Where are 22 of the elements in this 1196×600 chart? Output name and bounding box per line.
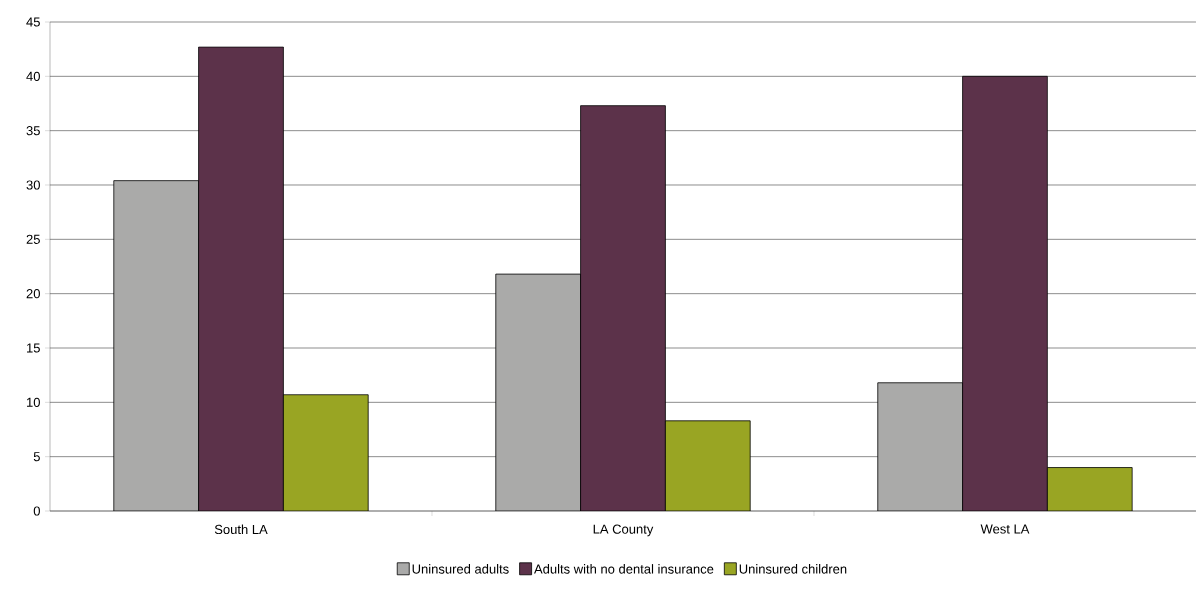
y-tick-label: 40	[26, 71, 40, 81]
y-tick-label: 15	[27, 343, 40, 353]
y-tick-label: 0	[33, 506, 40, 516]
bar	[877, 382, 963, 511]
x-tick-label: South LA	[214, 524, 268, 535]
y-tick-label: 10	[27, 397, 40, 407]
y-tick-label: 35	[26, 126, 40, 136]
legend-label: Uninsured children	[739, 564, 847, 574]
bar	[1046, 467, 1133, 511]
legend-label: Adults with no dental insurance	[534, 564, 714, 574]
x-tick-label: LA County	[593, 524, 654, 537]
y-tick-label: 20	[26, 289, 40, 299]
y-tick-label: 45	[26, 17, 40, 27]
y-tick-label: 25	[26, 234, 40, 244]
x-tick-label: West LA	[980, 524, 1030, 534]
bar	[283, 394, 369, 511]
y-tick-label: 5	[33, 452, 40, 462]
bar	[113, 180, 199, 511]
bar	[495, 273, 581, 511]
bar	[664, 420, 751, 511]
y-tick-label: 30	[26, 180, 40, 190]
legend-label: Uninsured adults	[412, 564, 509, 574]
